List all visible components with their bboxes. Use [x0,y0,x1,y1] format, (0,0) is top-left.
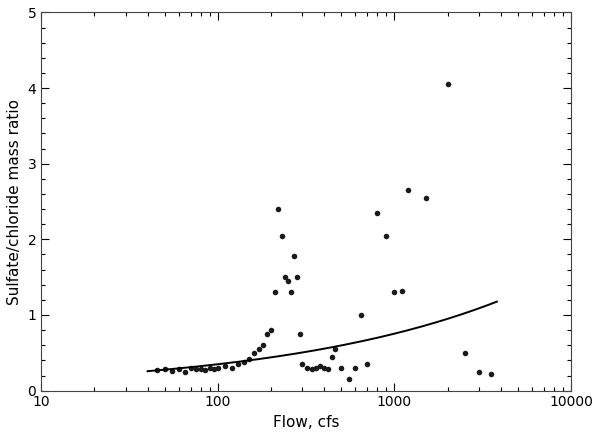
Point [266,326,276,333]
Point [289,253,299,260]
Point [244,355,254,362]
Point [262,330,272,337]
Point [186,364,196,371]
Point [486,371,496,378]
Point [254,346,263,353]
Point [397,287,407,294]
Point [298,361,307,368]
Point [167,368,177,375]
Point [160,366,169,373]
Point [421,194,430,201]
Point [258,342,268,349]
Point [311,364,321,371]
Point [270,289,280,296]
Point [443,81,452,88]
Point [460,349,470,356]
Point [356,312,366,319]
Point [180,368,190,375]
Point [209,365,219,372]
Point [302,364,312,371]
X-axis label: Flow, cfs: Flow, cfs [273,415,340,430]
Point [373,209,382,216]
Point [274,206,283,213]
Point [323,366,333,373]
Point [220,363,230,370]
Point [152,367,161,374]
Point [350,364,360,371]
Point [205,364,215,371]
Point [286,289,296,296]
Point [404,187,413,194]
Point [389,289,399,296]
Point [196,366,206,373]
Point [337,364,346,371]
Point [191,365,200,372]
Point [174,366,184,373]
Point [327,353,337,360]
Point [283,277,293,284]
Point [319,364,329,371]
Point [382,232,391,239]
Point [239,358,248,365]
Point [316,363,325,370]
Point [344,376,353,383]
Point [200,367,210,374]
Point [307,366,317,373]
Point [295,330,304,337]
Point [292,274,302,281]
Point [474,368,484,375]
Point [233,361,243,368]
Point [330,346,340,353]
Y-axis label: Sulfate/chloride mass ratio: Sulfate/chloride mass ratio [7,98,22,305]
Point [280,274,290,281]
Point [249,349,259,356]
Point [213,364,223,371]
Point [277,232,287,239]
Point [362,361,372,368]
Point [227,364,236,371]
